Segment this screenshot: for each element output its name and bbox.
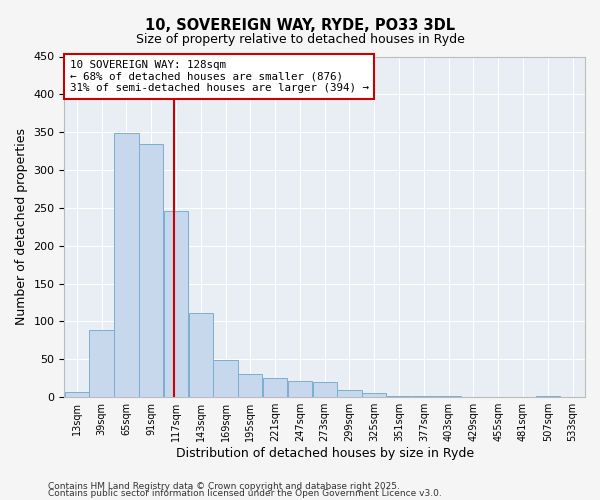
Bar <box>65 392 89 397</box>
Bar <box>412 396 436 397</box>
Bar <box>337 390 362 397</box>
Y-axis label: Number of detached properties: Number of detached properties <box>15 128 28 326</box>
Text: 10, SOVEREIGN WAY, RYDE, PO33 3DL: 10, SOVEREIGN WAY, RYDE, PO33 3DL <box>145 18 455 32</box>
Text: Size of property relative to detached houses in Ryde: Size of property relative to detached ho… <box>136 32 464 46</box>
Bar <box>362 394 386 397</box>
Bar <box>188 313 213 397</box>
Bar <box>536 396 560 397</box>
Bar <box>387 396 411 397</box>
Bar <box>164 211 188 397</box>
Bar <box>288 382 312 397</box>
Bar <box>436 396 461 397</box>
Text: Contains public sector information licensed under the Open Government Licence v3: Contains public sector information licen… <box>48 489 442 498</box>
Text: Contains HM Land Registry data © Crown copyright and database right 2025.: Contains HM Land Registry data © Crown c… <box>48 482 400 491</box>
Bar <box>238 374 262 397</box>
Bar <box>263 378 287 397</box>
X-axis label: Distribution of detached houses by size in Ryde: Distribution of detached houses by size … <box>176 447 474 460</box>
Bar <box>89 330 114 397</box>
Bar <box>313 382 337 397</box>
Bar <box>114 133 139 397</box>
Text: 10 SOVEREIGN WAY: 128sqm
← 68% of detached houses are smaller (876)
31% of semi-: 10 SOVEREIGN WAY: 128sqm ← 68% of detach… <box>70 60 368 93</box>
Bar <box>139 144 163 397</box>
Bar <box>214 360 238 397</box>
